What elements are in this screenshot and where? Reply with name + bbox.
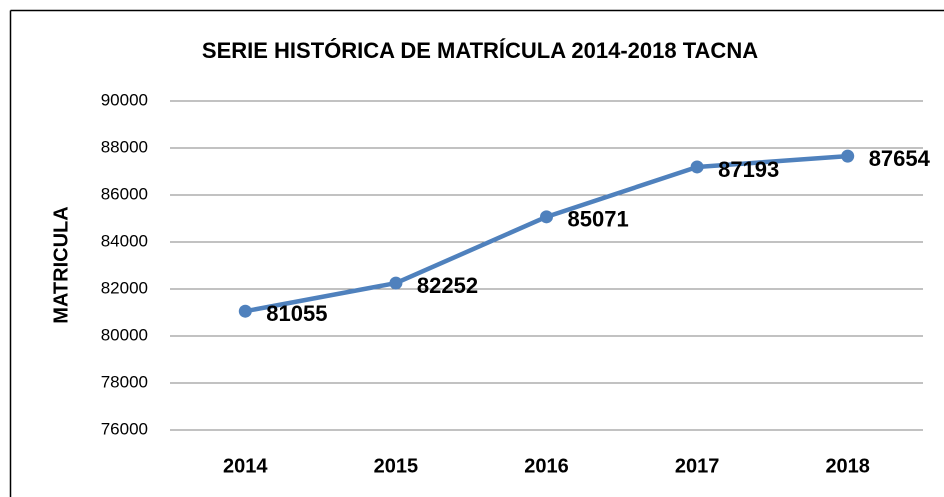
point: [389, 276, 403, 290]
point: [690, 160, 704, 174]
x-tick-label: 2018: [825, 455, 870, 477]
y-tick-label: 78000: [101, 372, 148, 391]
x-tick-label: 2014: [223, 455, 268, 477]
chart-title: SERIE HISTÓRICA DE MATRÍCULA 2014-2018 T…: [202, 38, 758, 63]
y-axis-label: MATRICULA: [50, 206, 72, 323]
data-label: 82252: [417, 273, 478, 298]
data-label: 85071: [568, 207, 629, 232]
y-tick-label: 84000: [101, 231, 148, 250]
point: [841, 149, 855, 163]
data-label: 81055: [266, 301, 327, 326]
data-label: 87193: [718, 157, 779, 182]
y-tick-label: 82000: [101, 278, 148, 297]
x-tick-label: 2017: [675, 455, 720, 477]
y-tick-label: 88000: [101, 137, 148, 156]
point: [238, 304, 252, 318]
y-tick-label: 90000: [101, 90, 148, 109]
y-tick-label: 86000: [101, 184, 148, 203]
point: [540, 210, 553, 224]
x-tick-label: 2015: [374, 455, 419, 477]
y-tick-label: 80000: [101, 325, 148, 344]
y-tick-label: 76000: [101, 419, 148, 438]
data-label: 87654: [869, 146, 931, 171]
x-tick-label: 2016: [524, 455, 569, 477]
